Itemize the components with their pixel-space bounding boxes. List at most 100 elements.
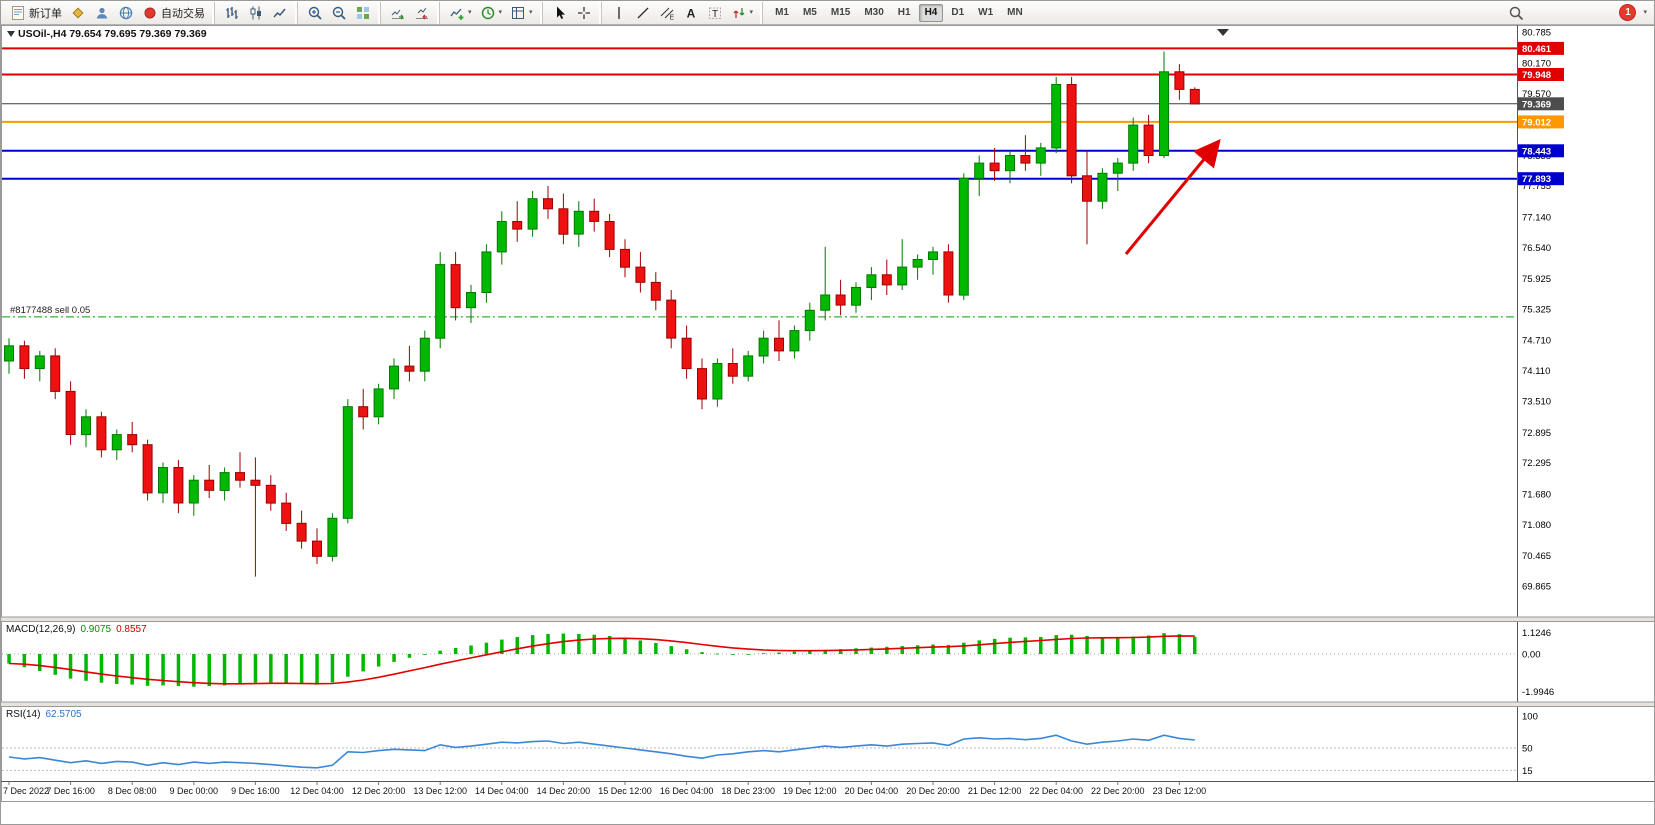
- timeframe-w1-button[interactable]: W1: [978, 6, 994, 18]
- search-button[interactable]: [1504, 1, 1528, 25]
- new-order-label: 新订单: [29, 7, 62, 20]
- candle: [897, 239, 908, 290]
- svg-text:8 Dec 08:00: 8 Dec 08:00: [108, 786, 157, 796]
- svg-text:72.295: 72.295: [1522, 458, 1551, 469]
- candle: [912, 254, 923, 280]
- arrows-button[interactable]: ▾: [727, 1, 758, 25]
- mql5-market-button[interactable]: [66, 1, 90, 25]
- candle: [188, 475, 199, 516]
- svg-text:74.110: 74.110: [1522, 366, 1550, 377]
- arrows-icon: [731, 5, 747, 21]
- candle: [4, 338, 14, 374]
- candle: [34, 350, 45, 382]
- timeframe-m30-button[interactable]: M30: [864, 6, 884, 18]
- cursor-button[interactable]: [548, 1, 572, 25]
- candle: [373, 383, 384, 425]
- candle: [573, 201, 584, 247]
- timeframe-group: M1 M5 M15 M30 H1 H4 D1 W1 MN: [762, 1, 1033, 24]
- cursor-icon: [552, 5, 568, 21]
- svg-text:7 Dec 2022: 7 Dec 2022: [3, 786, 49, 796]
- text-button[interactable]: A: [679, 1, 703, 25]
- candle: [1112, 158, 1123, 191]
- equidistant-channel-button[interactable]: E: [655, 1, 679, 25]
- auto-scroll-button[interactable]: [386, 1, 410, 25]
- zoom-in-button[interactable]: [303, 1, 327, 25]
- templates-icon: [510, 5, 526, 21]
- panel-splitter[interactable]: [1, 616, 1655, 622]
- timeframe-h1-button[interactable]: H1: [897, 6, 911, 18]
- line-chart-button[interactable]: [268, 1, 292, 25]
- web-terminal-button[interactable]: [114, 1, 138, 25]
- candle: [111, 429, 122, 460]
- svg-text:80.170: 80.170: [1522, 59, 1551, 70]
- crosshair-button[interactable]: [572, 1, 596, 25]
- open-position-label[interactable]: #8177488 sell 0.05: [10, 305, 91, 316]
- auto-trading-button[interactable]: 自动交易: [138, 1, 209, 25]
- candle: [681, 325, 692, 379]
- candle: [312, 528, 322, 564]
- candle: [1143, 114, 1154, 164]
- candle: [635, 251, 646, 293]
- periods-icon: [480, 5, 496, 21]
- chevron-down-icon[interactable]: ▾: [1643, 9, 1647, 16]
- indicators-button[interactable]: ▾: [445, 1, 476, 25]
- new-order-button[interactable]: 新订单: [6, 1, 66, 25]
- svg-text:12 Dec 20:00: 12 Dec 20:00: [352, 786, 406, 796]
- svg-text:A: A: [686, 6, 695, 20]
- candle: [419, 330, 430, 382]
- rsi-indicator-label: RSI(14) 62.5705: [6, 709, 82, 720]
- templates-button[interactable]: ▾: [506, 1, 537, 25]
- trend-arrow-annotation[interactable]: [1124, 139, 1221, 255]
- candle: [1082, 150, 1092, 245]
- vertical-line-button[interactable]: [607, 1, 631, 25]
- horizontal-lines[interactable]: [2, 47, 1517, 318]
- candlestick-chart-button[interactable]: [244, 1, 268, 25]
- chart-shift-button[interactable]: [410, 1, 434, 25]
- candle: [620, 239, 630, 278]
- panel-splitter[interactable]: [1, 701, 1655, 707]
- candle: [173, 459, 184, 514]
- candle: [820, 246, 831, 321]
- timeframe-h4-button[interactable]: H4: [918, 3, 944, 22]
- tile-windows-button[interactable]: [351, 1, 375, 25]
- zoom-out-button[interactable]: [327, 1, 351, 25]
- svg-text:80.461: 80.461: [1522, 44, 1552, 55]
- one-click-trading-expander[interactable]: [7, 31, 15, 37]
- chart-shift-marker[interactable]: [1217, 29, 1229, 36]
- timeframe-m15-button[interactable]: M15: [830, 6, 851, 18]
- accounts-button[interactable]: [90, 1, 114, 25]
- timeframe-mn-button[interactable]: MN: [1007, 6, 1023, 18]
- macd-signal-value: 0.8557: [116, 624, 147, 635]
- svg-text:79.570: 79.570: [1522, 89, 1551, 100]
- candle: [743, 350, 754, 382]
- candle: [1005, 150, 1015, 184]
- text-label-button[interactable]: T: [703, 1, 727, 25]
- timeframe-d1-button[interactable]: D1: [951, 6, 965, 18]
- equidistant-channel-icon: E: [659, 5, 675, 21]
- candle: [127, 421, 138, 453]
- candle: [974, 155, 985, 197]
- bar-chart-button[interactable]: [220, 1, 244, 25]
- svg-text:70.465: 70.465: [1522, 551, 1551, 562]
- toolbar-group-5: ▾ ▾ ▾: [439, 1, 540, 25]
- candle: [158, 462, 168, 504]
- text-icon: A: [683, 5, 699, 21]
- web-terminal-icon: [118, 5, 134, 21]
- candle: [804, 302, 815, 341]
- candle: [589, 198, 600, 232]
- timeframe-m1-button[interactable]: M1: [775, 6, 789, 18]
- candle: [281, 492, 292, 531]
- candle: [496, 211, 507, 265]
- notification-badge[interactable]: 1: [1620, 5, 1636, 20]
- trendline-button[interactable]: [631, 1, 655, 25]
- svg-text:15 Dec 12:00: 15 Dec 12:00: [598, 786, 652, 796]
- candle: [697, 358, 707, 410]
- chevron-down-icon: ▾: [749, 9, 754, 16]
- candle: [1035, 142, 1046, 176]
- svg-text:15: 15: [1522, 766, 1533, 777]
- timeframe-m5-button[interactable]: M5: [802, 6, 817, 18]
- rsi-line: [8, 734, 1195, 769]
- periods-button[interactable]: ▾: [476, 1, 507, 25]
- svg-text:79.012: 79.012: [1522, 117, 1551, 128]
